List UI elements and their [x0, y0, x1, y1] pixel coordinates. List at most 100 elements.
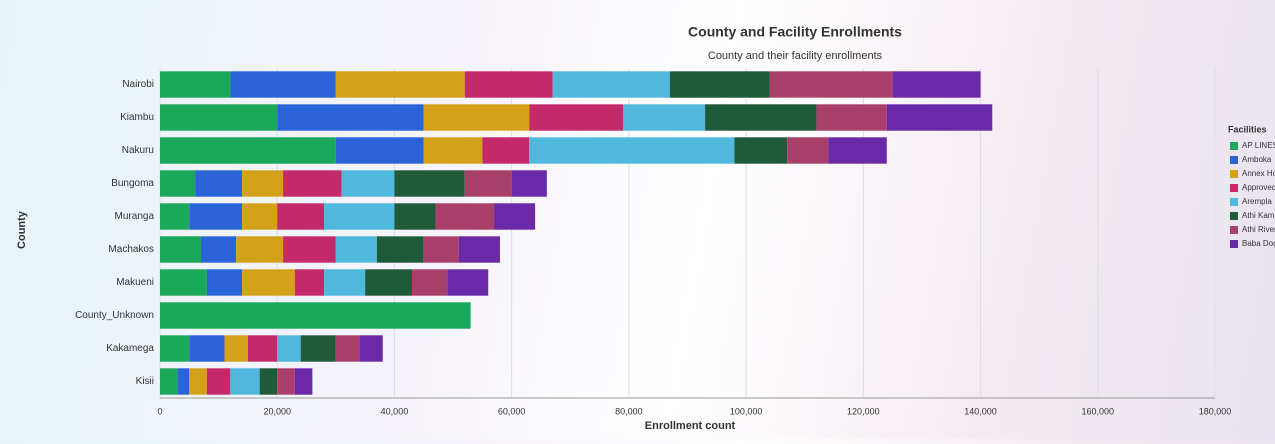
- bar-segment: [160, 368, 178, 395]
- x-tick-label: 100,000: [730, 406, 763, 416]
- bar-segment: [283, 236, 336, 263]
- bar-segment: [511, 170, 547, 197]
- bar-segment: [160, 236, 202, 263]
- bar-segment: [394, 170, 465, 197]
- bar-segment: [335, 137, 424, 164]
- legend-label: Baba Dog: [1242, 239, 1275, 248]
- bar-segment: [242, 203, 278, 230]
- bar-segment: [423, 104, 530, 131]
- bar-segment: [886, 104, 993, 131]
- x-tick-label: 40,000: [381, 406, 409, 416]
- x-tick-label: 160,000: [1082, 406, 1115, 416]
- legend-swatch: [1230, 142, 1238, 150]
- legend-label: AP LINES: [1242, 141, 1275, 150]
- bar-segment: [412, 269, 448, 296]
- bar-segment: [423, 137, 483, 164]
- bar-segment: [787, 137, 829, 164]
- bar-segment: [160, 170, 196, 197]
- legend-label: Athi Kam: [1242, 211, 1275, 220]
- bar-segment: [277, 335, 301, 362]
- bar-segment: [623, 104, 706, 131]
- bar-segment: [464, 170, 512, 197]
- y-tick-label: Machakos: [108, 244, 154, 255]
- bar-segment: [816, 104, 887, 131]
- bar-segment: [206, 368, 231, 395]
- bar-segment: [376, 236, 424, 263]
- legend-swatch: [1230, 198, 1238, 206]
- bar-segment: [769, 71, 893, 98]
- bar-segment: [189, 203, 243, 230]
- bar-segment: [341, 170, 395, 197]
- y-tick-label: Makueni: [116, 277, 154, 288]
- bar-segment: [324, 269, 366, 296]
- bar-segment: [294, 269, 325, 296]
- legend-label: Annex Ho: [1242, 169, 1275, 178]
- bar-segment: [435, 203, 495, 230]
- bar-segment: [294, 368, 313, 395]
- legend-swatch: [1230, 240, 1238, 248]
- x-tick-label: 120,000: [847, 406, 880, 416]
- chart-title: County and Facility Enrollments: [688, 24, 902, 40]
- bar-segment: [324, 203, 395, 230]
- legend-swatch: [1230, 170, 1238, 178]
- bar-segment: [242, 170, 284, 197]
- y-tick-label: Nairobi: [122, 79, 154, 90]
- bar-segment: [669, 71, 770, 98]
- bar-segment: [242, 269, 295, 296]
- bar-segment: [335, 71, 465, 98]
- bar-segment: [705, 104, 817, 131]
- bar-segment: [160, 269, 207, 296]
- bar-segment: [160, 302, 471, 329]
- legend-swatch: [1230, 156, 1238, 164]
- bar-segment: [177, 368, 190, 395]
- bar-segment: [458, 236, 500, 263]
- bar-segment: [236, 236, 284, 263]
- x-tick-label: 180,000: [1199, 406, 1232, 416]
- legend-label: Amboka: [1242, 155, 1272, 164]
- bar-segment: [160, 137, 336, 164]
- bar-segment: [277, 104, 424, 131]
- legend-title: Facilities: [1228, 124, 1267, 134]
- bar-segment: [734, 137, 788, 164]
- y-tick-label: Nakuru: [122, 145, 154, 156]
- bar-segment: [277, 368, 295, 395]
- y-tick-label: Muranga: [115, 211, 155, 222]
- legend-label: Arempla: [1242, 197, 1272, 206]
- legend-label: Approved: [1242, 183, 1275, 192]
- bar-segment: [494, 203, 536, 230]
- bar-segment: [464, 71, 553, 98]
- bar-segment: [224, 335, 248, 362]
- bar-segment: [447, 269, 489, 296]
- bar-segment: [482, 137, 530, 164]
- y-tick-label: Kiambu: [120, 112, 154, 123]
- bar-segment: [230, 71, 336, 98]
- bar-segment: [359, 335, 383, 362]
- legend-swatch: [1230, 184, 1238, 192]
- bar-segment: [283, 170, 342, 197]
- bar-segment: [335, 236, 377, 263]
- bar-segment: [230, 368, 260, 395]
- bar-segment: [529, 104, 624, 131]
- legend-swatch: [1230, 212, 1238, 220]
- x-tick-label: 0: [157, 406, 162, 416]
- y-tick-label: Kakamega: [106, 343, 154, 354]
- y-axis-label: County: [16, 210, 28, 249]
- x-tick-label: 140,000: [964, 406, 997, 416]
- bar-segment: [892, 71, 981, 98]
- bar-segment: [259, 368, 278, 395]
- bar-segment: [189, 368, 207, 395]
- y-tick-label: County_Unknown: [75, 310, 154, 321]
- bar-segment: [160, 203, 190, 230]
- x-tick-label: 20,000: [263, 406, 291, 416]
- x-axis-label: Enrollment count: [645, 420, 736, 432]
- bar-segment: [189, 335, 225, 362]
- bar-segment: [201, 236, 237, 263]
- x-tick-label: 80,000: [615, 406, 643, 416]
- bar-segment: [300, 335, 336, 362]
- bar-segment: [160, 71, 231, 98]
- bar-segment: [247, 335, 278, 362]
- bar-segment: [529, 137, 735, 164]
- legend-swatch: [1230, 226, 1238, 234]
